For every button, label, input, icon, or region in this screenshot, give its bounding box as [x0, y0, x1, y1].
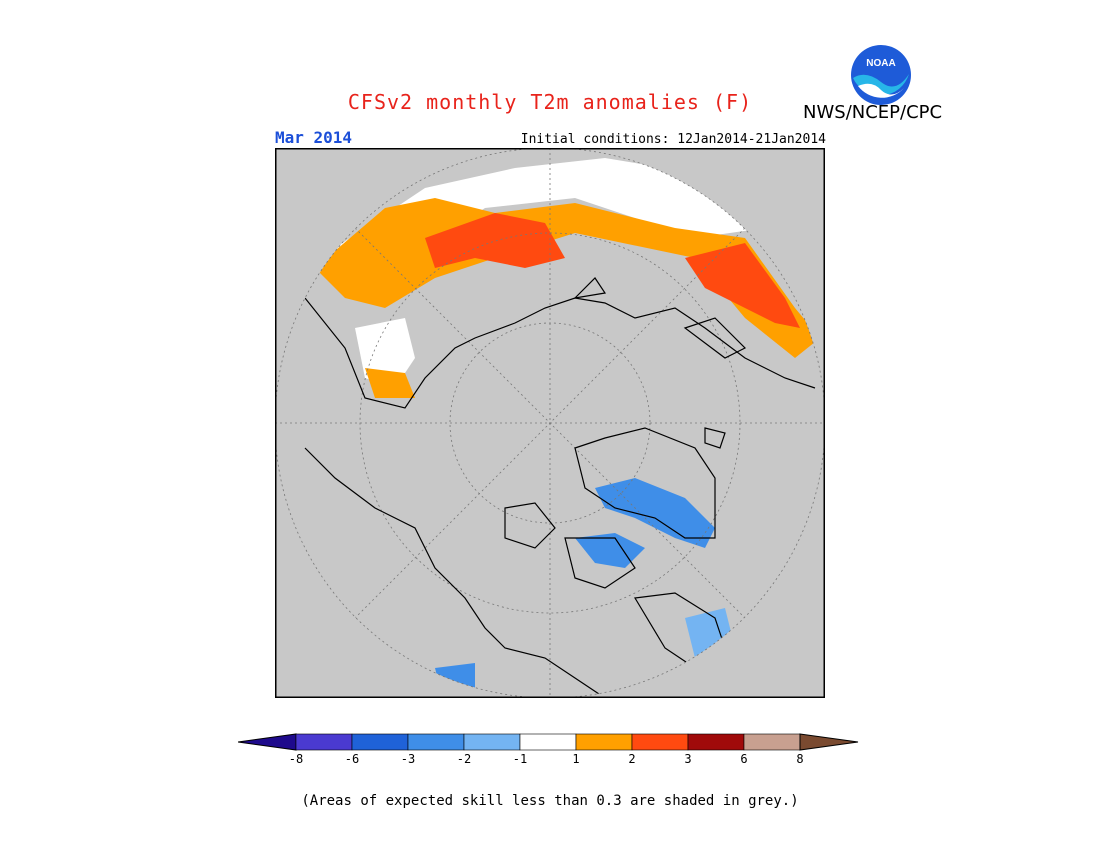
noaa-logo: NOAA — [850, 44, 912, 106]
anomaly-white-north — [335, 158, 765, 288]
colorbar-tick-label: 2 — [628, 752, 636, 766]
colorbar-segment — [407, 733, 465, 751]
anomaly-orange-west — [365, 368, 415, 398]
colorbar-segment — [463, 733, 521, 751]
colorbar-segment — [631, 733, 689, 751]
initial-conditions: Initial conditions: 12Jan2014-21Jan2014 — [520, 132, 826, 147]
colorbar-tick-label: -2 — [456, 752, 472, 766]
anomaly-blue-canada — [575, 533, 645, 568]
anomaly-blue-greenland — [595, 478, 715, 548]
colorbar-tick-label: 6 — [740, 752, 748, 766]
colorbar-cap-low — [237, 733, 297, 751]
colorbar-segment — [687, 733, 745, 751]
logo-text: NOAA — [866, 58, 895, 69]
colorbar-segment — [575, 733, 633, 751]
colorbar — [237, 730, 862, 754]
colorbar-cap-high — [799, 733, 859, 751]
colorbar-ticks: -8 -6 -3 -2 -1 1 2 3 6 8 — [0, 752, 1100, 770]
anomaly-red-east — [685, 243, 800, 328]
colorbar-tick-label: -8 — [288, 752, 304, 766]
colorbar-tick-label: -3 — [400, 752, 416, 766]
colorbar-tick-label: -1 — [512, 752, 528, 766]
colorbar-segment — [519, 733, 577, 751]
colorbar-tick-label: 8 — [796, 752, 804, 766]
anomaly-red-band — [425, 213, 565, 268]
colorbar-tick-label: 3 — [684, 752, 692, 766]
map-title: CFSv2 monthly T2m anomalies (F) — [347, 90, 753, 114]
colorbar-tick-label: -6 — [344, 752, 360, 766]
colorbar-segment — [295, 733, 353, 751]
colorbar-tick-label: 1 — [572, 752, 580, 766]
skill-footnote: (Areas of expected skill less than 0.3 a… — [301, 793, 799, 809]
polar-map — [274, 147, 826, 699]
colorbar-segment — [351, 733, 409, 751]
coastlines — [304, 277, 816, 698]
agency-label: NWS/NCEP/CPC — [803, 102, 943, 123]
forecast-month: Mar 2014 — [275, 128, 353, 147]
colorbar-segment — [743, 733, 801, 751]
